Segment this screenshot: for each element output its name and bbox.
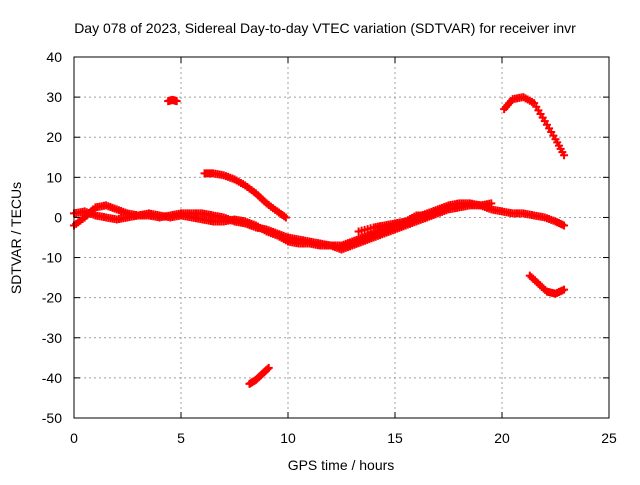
- data-point: [172, 97, 181, 106]
- grid-lines: [74, 57, 609, 418]
- series-arc-21-23h-low: [525, 271, 569, 298]
- x-tick-label: 15: [387, 430, 403, 446]
- x-tick-label: 25: [601, 430, 617, 446]
- data-point: [487, 199, 496, 208]
- series-arc-6-10h: [200, 169, 290, 222]
- x-tick-label: 5: [177, 430, 185, 446]
- x-tick-label: 20: [494, 430, 510, 446]
- plot-frame: [73, 56, 610, 419]
- y-tick-label: -20: [42, 290, 62, 306]
- y-tick-label: 40: [46, 49, 62, 65]
- data-point: [263, 365, 272, 374]
- data-point: [281, 213, 290, 222]
- series-arc-main-upper: [70, 199, 569, 250]
- y-tick-label: -50: [42, 410, 62, 426]
- x-axis-label: GPS time / hours: [288, 457, 395, 473]
- data-point: [560, 151, 569, 160]
- series-arc-4.5h: [164, 95, 181, 106]
- series-arc-8-9h: [245, 363, 273, 388]
- x-tick-label: 10: [280, 430, 296, 446]
- y-tick-label: -30: [42, 330, 62, 346]
- data-point: [560, 285, 569, 294]
- data-points: [70, 93, 569, 388]
- chart-title: Day 078 of 2023, Sidereal Day-to-day VTE…: [74, 20, 576, 36]
- series-arc-20-23h-high: [500, 93, 569, 160]
- y-tick-label: 10: [46, 169, 62, 185]
- data-point: [433, 207, 442, 216]
- axis-ticks: 0 5 10 15 20 25 -50 -40 -30 -20 -10 0 10 20 30 40: [42, 49, 617, 446]
- x-tick-label: 0: [70, 430, 78, 446]
- y-tick-label: -10: [42, 250, 62, 266]
- y-axis-label: SDTVAR / TECUs: [8, 182, 24, 294]
- series-arc-13-16h: [354, 207, 442, 236]
- series-arc-main-lower: [70, 199, 496, 254]
- y-tick-label: 30: [46, 89, 62, 105]
- data-point: [560, 221, 569, 230]
- data-point: [264, 363, 273, 372]
- y-tick-label: -40: [42, 370, 62, 386]
- y-tick-label: 0: [54, 209, 62, 225]
- y-tick-label: 20: [46, 129, 62, 145]
